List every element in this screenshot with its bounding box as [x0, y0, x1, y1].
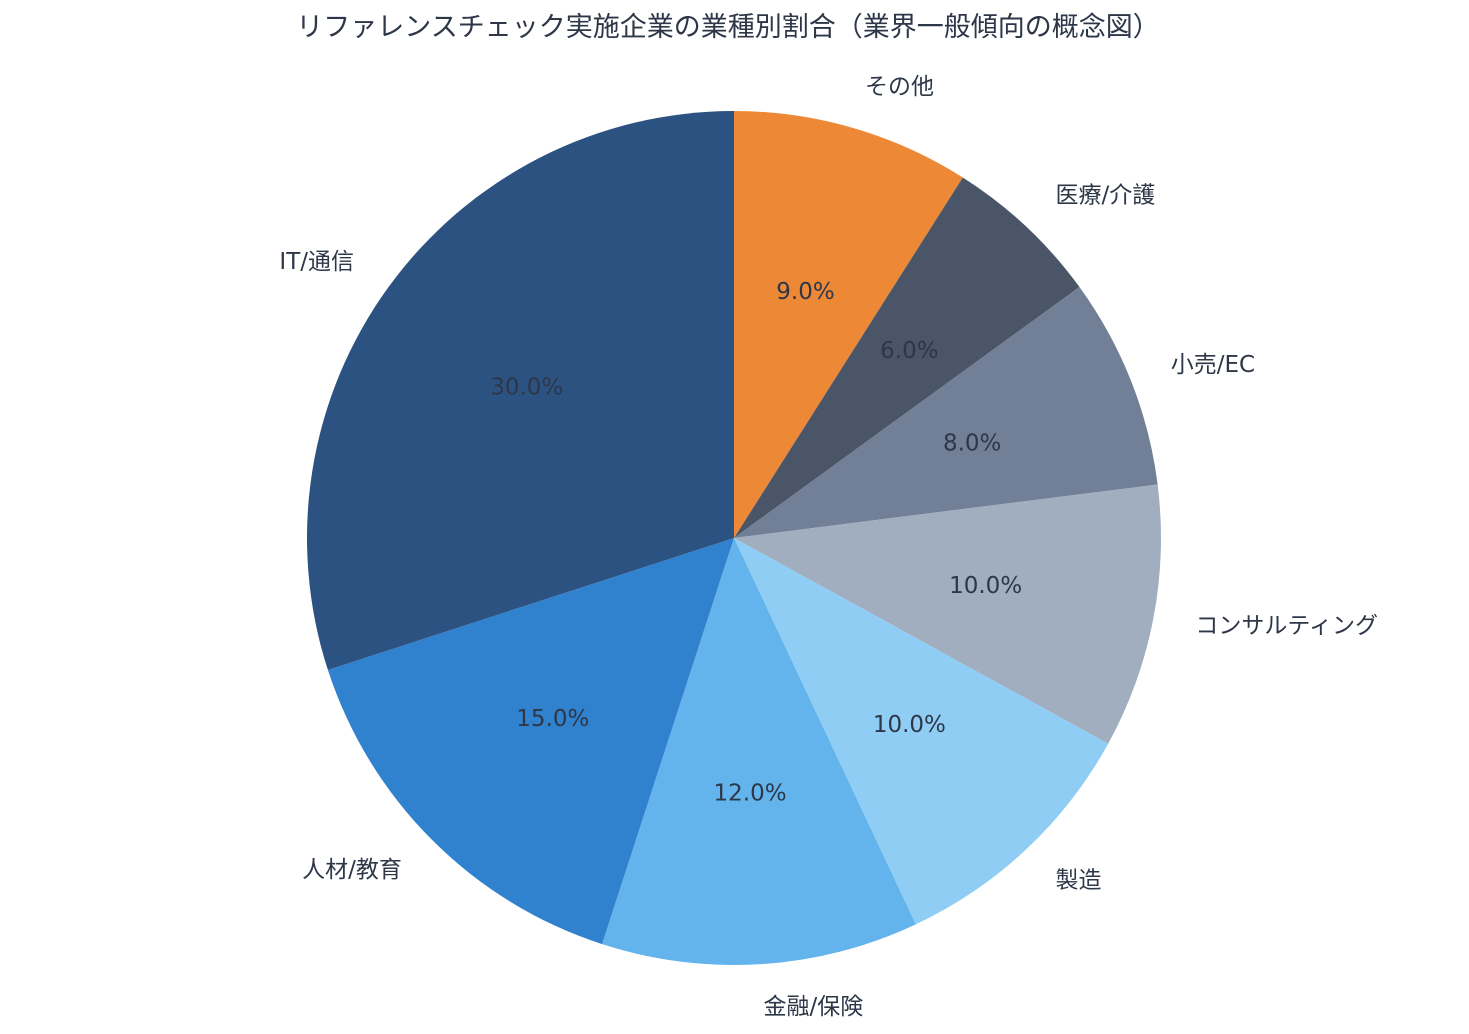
pie-slice: [734, 538, 1109, 925]
slice-percent-label: 8.0%: [943, 431, 1001, 457]
pie-slice: [306, 111, 734, 670]
pie-slice: [734, 177, 1080, 538]
slice-percent-label: 15.0%: [516, 706, 589, 732]
slice-percent-label: 9.0%: [776, 279, 834, 305]
pie-slice: [734, 484, 1161, 744]
chart-title: リファレンスチェック実施企業の業種別割合（業界一般傾向の概念図）: [296, 12, 1159, 43]
pie-slice: [602, 538, 916, 965]
slice-category-label: 小売/EC: [1171, 352, 1255, 378]
slice-percent-label: 30.0%: [490, 374, 563, 400]
pie-slice: [734, 111, 963, 538]
slice-percent-label: 6.0%: [880, 338, 938, 364]
slice-category-label: その他: [865, 74, 934, 100]
slice-category-label: IT/通信: [279, 249, 354, 275]
slice-percent-label: 10.0%: [873, 712, 946, 738]
slice-category-label: 金融/保険: [763, 994, 863, 1020]
slice-category-label: 医療/介護: [1056, 183, 1156, 209]
slices-group: [306, 111, 1161, 965]
slice-category-label: 製造: [1056, 867, 1102, 893]
percent-labels-group: 9.0% 6.0% 8.0% 10.0% 10.0% 12.0% 15.0% 30.0%: [490, 279, 1022, 807]
slice-category-label: コンサルティング: [1195, 613, 1378, 639]
pie-slice: [327, 538, 734, 945]
slice-category-label: 人材/教育: [302, 857, 402, 883]
pie-slice: [734, 287, 1158, 538]
slice-percent-label: 12.0%: [714, 781, 787, 807]
slice-percent-label: 10.0%: [949, 573, 1022, 599]
